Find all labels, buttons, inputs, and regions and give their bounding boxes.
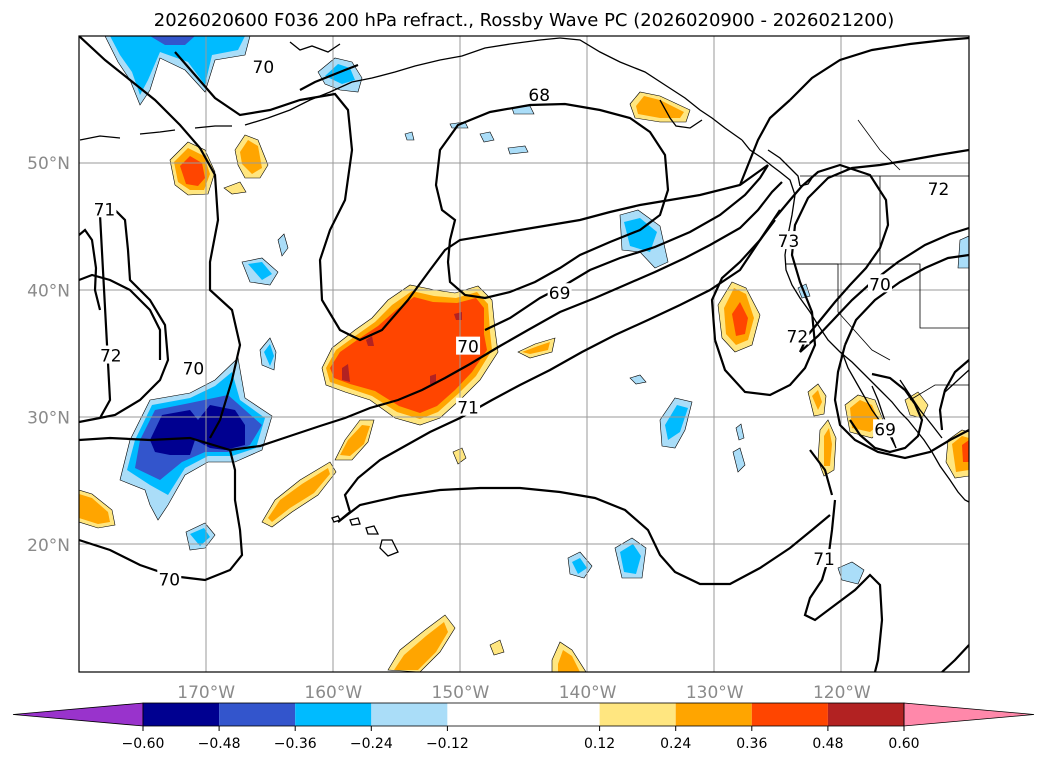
contour-70 [79, 273, 162, 360]
coastlines [79, 37, 969, 557]
contour-label-bg [527, 84, 552, 103]
colorbar-segment [219, 703, 296, 726]
gridlines [79, 36, 969, 672]
colorbar-segment [447, 703, 600, 726]
y-tick-label: 50°N [27, 154, 70, 174]
contour-label: 70 [457, 338, 479, 358]
contour-label-bg [812, 549, 837, 568]
contour-label: 68 [528, 86, 550, 106]
contour-71 [809, 449, 834, 496]
x-tick-label: 160°W [304, 683, 362, 703]
colorbar-segment [827, 703, 904, 726]
map-frame [78, 35, 970, 673]
map-panel: 70 68 71 72 70 69 70 71 70 73 72 70 72 69 71 [78, 35, 970, 673]
contour-label: 72 [928, 180, 950, 200]
contour-label-bg [547, 283, 572, 302]
colorbar-segment [371, 703, 448, 726]
colorbar-tick-label: 0.60 [888, 736, 919, 752]
contour-label-bg [873, 419, 898, 438]
contour-71 [337, 486, 831, 586]
colorbar-segment [675, 703, 752, 726]
colorbar-tick-label: −0.12 [426, 736, 469, 752]
chart-title: 2026020600 F036 200 hPa refract., Rossby… [154, 10, 895, 31]
colorbar-extend-high [903, 702, 1035, 727]
contour-label: 71 [813, 550, 835, 570]
contour-label-bg [868, 274, 892, 293]
colorbar-tick-label: −0.36 [274, 736, 317, 752]
positive-anomaly-region [79, 91, 969, 672]
y-tick-label: 20°N [27, 536, 70, 556]
x-tick-label: 150°W [432, 683, 490, 703]
contour-label-bg [92, 199, 117, 218]
x-tick-label: 130°W [686, 683, 744, 703]
colorbar-tick-label: −0.60 [122, 736, 165, 752]
contour-72 [713, 148, 969, 397]
contour-label-bg [251, 56, 276, 75]
contour-label-bg [456, 336, 481, 355]
colorbar-tick-label: −0.24 [350, 736, 393, 752]
contour-71 [789, 36, 969, 101]
colorbar-tick-label: 0.36 [736, 736, 767, 752]
contour-71 [738, 99, 791, 186]
y-axis-ticks: 20°N 30°N 40°N 50°N [27, 154, 70, 556]
contour-lines [79, 36, 969, 672]
colorbar-segment [143, 703, 220, 726]
contour-69 [484, 164, 769, 331]
contour-69 [849, 372, 924, 454]
contour-72 [710, 219, 776, 341]
contour-label: 73 [778, 232, 800, 252]
contour-label-bg [157, 569, 182, 588]
contour-label: 70 [253, 58, 275, 78]
colorbar-extend-low [12, 702, 144, 727]
contour-70 [79, 181, 783, 452]
colorbar-tick-label: 0.12 [584, 736, 615, 752]
colorbar-tick-label: 0.48 [812, 736, 843, 752]
contour-72 [941, 644, 969, 672]
contour-label-bg [456, 397, 481, 416]
colorbar-segment [599, 703, 676, 726]
contour-label: 69 [874, 420, 896, 440]
contour-71 [79, 228, 102, 311]
contour-71 [337, 209, 781, 523]
contour-70 [843, 253, 969, 346]
x-tick-label: 140°W [559, 683, 617, 703]
contour-label: 70 [869, 275, 891, 295]
y-tick-label: 30°N [27, 409, 70, 429]
colorbar-outline [142, 702, 905, 727]
contour-68 [434, 102, 670, 300]
contour-71 [938, 359, 969, 431]
contour-label-bg [926, 178, 951, 197]
shaded-anomaly-field [79, 36, 969, 672]
contour-label: 72 [100, 347, 122, 367]
contour-label: 71 [457, 399, 479, 419]
contour-label: 71 [94, 200, 116, 220]
x-tick-label: 170°W [177, 683, 235, 703]
y-tick-label: 40°N [27, 281, 70, 301]
contour-70 [299, 63, 359, 91]
contour-71 [79, 208, 170, 424]
x-tick-label: 120°W [813, 683, 871, 703]
contour-label: 70 [183, 359, 205, 379]
contour-label: 72 [787, 327, 809, 347]
colorbar-segment [751, 703, 828, 726]
colorbar-tick-label: 0.24 [660, 736, 691, 752]
contour-69 [174, 51, 769, 342]
contour-70 [79, 449, 244, 582]
contour-label-bg [181, 358, 206, 377]
colorbar-tick-label: −0.48 [198, 736, 241, 752]
colorbar: −0.60 −0.48 −0.36 −0.24 −0.12 0.12 0.24 0.36 0.4… [12, 702, 1035, 752]
contour-label: 70 [158, 570, 180, 590]
contour-label: 69 [549, 284, 571, 304]
x-axis-ticks: 170°W 160°W 150°W 140°W 130°W 120°W [177, 683, 871, 703]
contour-73 [774, 163, 890, 353]
contour-labels: 70 68 71 72 70 69 70 71 70 73 72 70 72 69 71 [92, 56, 951, 590]
contour-70 [79, 36, 242, 439]
colorbar-segment [295, 703, 372, 726]
contour-label-bg [785, 326, 810, 345]
contour-70 [833, 344, 969, 460]
contour-label-bg [98, 345, 123, 364]
contour-label-bg [776, 231, 801, 250]
